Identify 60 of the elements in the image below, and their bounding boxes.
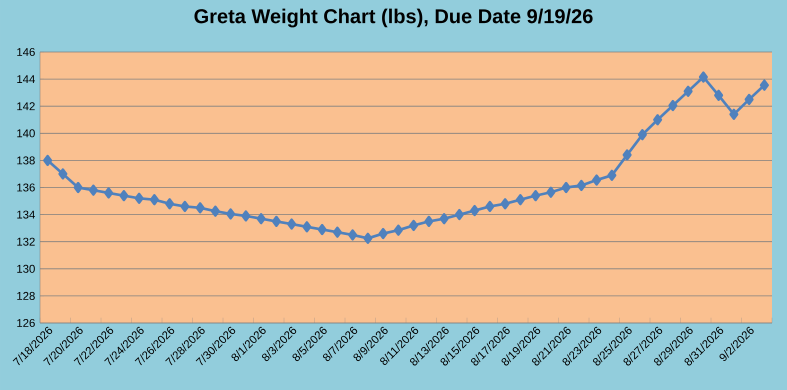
point <box>562 182 571 194</box>
y-tick-label: 142 <box>17 102 35 110</box>
point <box>485 200 494 212</box>
y-tick-label: 126 <box>17 318 35 328</box>
y-tick-label: 146 <box>17 48 35 56</box>
point <box>332 226 342 238</box>
point <box>88 184 98 196</box>
point <box>348 229 358 241</box>
point <box>226 208 236 220</box>
point <box>576 180 586 192</box>
point <box>134 192 144 204</box>
point <box>318 224 327 236</box>
point <box>287 218 296 230</box>
y-tick-label: 138 <box>17 156 35 164</box>
point <box>43 154 52 166</box>
point <box>165 198 174 210</box>
point <box>668 100 678 112</box>
point <box>256 213 266 224</box>
point <box>470 204 480 216</box>
y-tick-label: 140 <box>17 129 35 138</box>
y-tick-label: 130 <box>17 264 35 273</box>
point <box>714 90 724 101</box>
point <box>119 190 128 202</box>
point <box>684 86 693 97</box>
point <box>653 114 662 126</box>
point <box>58 168 68 180</box>
point <box>74 182 83 194</box>
point <box>363 232 372 244</box>
point <box>272 216 281 227</box>
point <box>302 221 312 232</box>
point <box>241 210 250 222</box>
point <box>638 129 647 140</box>
point <box>104 187 114 199</box>
y-tick-label: 132 <box>17 238 35 246</box>
y-tick-label: 128 <box>17 292 35 300</box>
point <box>500 198 510 210</box>
point <box>440 213 449 224</box>
point <box>150 194 159 206</box>
y-tick-label: 144 <box>17 75 35 83</box>
chart-title: Greta Weight Chart (lbs), Due Date 9/19/26 <box>194 8 593 28</box>
point <box>394 224 403 236</box>
point <box>592 174 602 186</box>
point <box>729 108 738 120</box>
point <box>607 170 616 181</box>
point <box>409 220 418 232</box>
point <box>622 149 632 161</box>
point <box>698 71 708 83</box>
point <box>180 200 190 212</box>
point <box>210 206 220 217</box>
point <box>744 94 754 106</box>
y-tick-label: 136 <box>17 184 35 192</box>
point <box>760 80 769 91</box>
point <box>196 202 205 214</box>
point <box>454 209 464 220</box>
y-tick-label: 134 <box>17 210 35 219</box>
point <box>546 186 556 198</box>
point <box>378 228 388 240</box>
point <box>531 190 540 202</box>
point <box>424 216 434 227</box>
point <box>516 194 525 206</box>
